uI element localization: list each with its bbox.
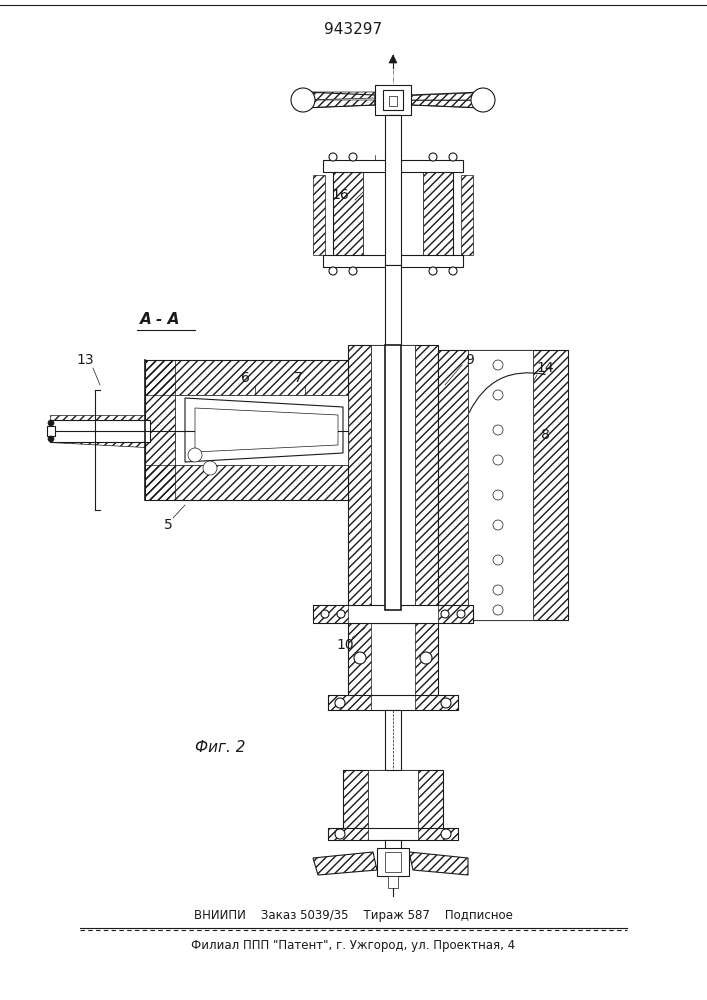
Circle shape — [429, 153, 437, 161]
Bar — [385, 710, 401, 770]
Circle shape — [493, 520, 503, 530]
Text: 16: 16 — [331, 188, 349, 202]
Circle shape — [335, 698, 345, 708]
Circle shape — [429, 267, 437, 275]
Circle shape — [329, 153, 337, 161]
Polygon shape — [389, 55, 397, 63]
Circle shape — [335, 829, 345, 839]
Bar — [438, 350, 568, 620]
Text: Фиг. 2: Фиг. 2 — [194, 740, 245, 756]
Bar — [385, 345, 401, 610]
Bar — [363, 165, 423, 265]
Bar — [368, 770, 418, 830]
Bar — [333, 165, 453, 265]
Bar — [468, 350, 533, 620]
Bar — [313, 175, 325, 255]
Bar — [348, 345, 438, 610]
Text: 10: 10 — [337, 638, 354, 652]
Text: 943297: 943297 — [324, 22, 382, 37]
Circle shape — [493, 425, 503, 435]
Circle shape — [354, 652, 366, 664]
Text: А - А: А - А — [140, 312, 180, 328]
Bar — [385, 265, 401, 345]
Bar — [383, 90, 403, 110]
Circle shape — [441, 698, 451, 708]
Circle shape — [449, 267, 457, 275]
Text: 6: 6 — [240, 371, 250, 385]
Bar — [377, 848, 409, 876]
Circle shape — [48, 436, 54, 442]
Text: 7: 7 — [293, 371, 303, 385]
Bar — [348, 623, 438, 698]
Circle shape — [493, 555, 503, 565]
Circle shape — [349, 267, 357, 275]
Circle shape — [420, 652, 432, 664]
Bar — [323, 160, 463, 172]
Circle shape — [457, 610, 465, 618]
Text: 5: 5 — [163, 518, 173, 532]
Text: 9: 9 — [466, 353, 474, 367]
Circle shape — [337, 610, 345, 618]
Bar — [323, 255, 463, 267]
Bar — [385, 840, 401, 865]
Circle shape — [188, 448, 202, 462]
Circle shape — [493, 360, 503, 370]
Polygon shape — [411, 92, 483, 108]
Circle shape — [493, 490, 503, 500]
Polygon shape — [313, 852, 377, 875]
Bar — [371, 345, 415, 610]
Circle shape — [329, 267, 337, 275]
Circle shape — [321, 610, 329, 618]
Text: 8: 8 — [541, 428, 549, 442]
Circle shape — [471, 88, 495, 112]
Circle shape — [493, 390, 503, 400]
Bar — [313, 605, 473, 623]
Polygon shape — [195, 408, 338, 452]
Bar — [387, 115, 399, 165]
Circle shape — [493, 455, 503, 465]
Bar — [389, 96, 397, 106]
Text: 13: 13 — [76, 353, 94, 367]
Text: 14: 14 — [536, 361, 554, 375]
Text: ВНИИПИ    Заказ 5039/35    Тираж 587    Подписное: ВНИИПИ Заказ 5039/35 Тираж 587 Подписное — [194, 908, 513, 922]
Circle shape — [48, 420, 54, 426]
Circle shape — [291, 88, 315, 112]
Bar — [50, 420, 150, 442]
Polygon shape — [185, 398, 343, 462]
Bar — [328, 828, 458, 840]
Polygon shape — [409, 852, 468, 875]
Text: Филиал ППП "Патент", г. Ужгород, ул. Проектная, 4: Филиал ППП "Патент", г. Ужгород, ул. Про… — [191, 938, 515, 952]
Circle shape — [449, 153, 457, 161]
Bar — [375, 85, 411, 115]
Circle shape — [349, 153, 357, 161]
Bar — [385, 852, 401, 872]
Bar — [385, 115, 401, 265]
Circle shape — [493, 605, 503, 615]
Bar — [343, 770, 443, 830]
Polygon shape — [303, 92, 375, 108]
Bar — [461, 175, 473, 255]
Bar — [175, 395, 348, 465]
Circle shape — [203, 461, 217, 475]
Bar — [47, 426, 55, 436]
Circle shape — [493, 585, 503, 595]
Circle shape — [441, 829, 451, 839]
Bar — [388, 876, 398, 888]
Bar — [328, 695, 458, 710]
Bar — [145, 360, 348, 500]
Circle shape — [441, 610, 449, 618]
